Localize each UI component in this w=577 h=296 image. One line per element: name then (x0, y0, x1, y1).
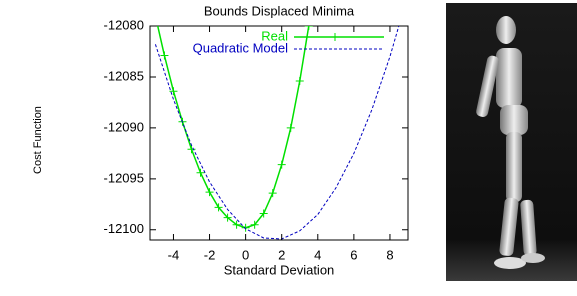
y-tick-label: -12095 (104, 170, 144, 185)
foot (521, 253, 545, 263)
y-tick-label: -12085 (104, 68, 144, 83)
rendered-figure (446, 3, 577, 281)
x-tick-label: 2 (278, 247, 285, 262)
y-tick-label: -12090 (104, 119, 144, 134)
x-tick-label: 4 (314, 247, 321, 262)
chart-title: Bounds Displaced Minima (204, 3, 355, 18)
x-tick-label: 8 (386, 247, 393, 262)
point-marker (160, 52, 168, 60)
point-marker (278, 161, 286, 169)
figure: Bounds Displaced Minima Standard Deviati… (0, 0, 577, 291)
torso (496, 48, 522, 108)
point-marker (169, 87, 177, 95)
point-marker (206, 188, 214, 196)
y-tick-label: -12080 (104, 17, 144, 32)
y-tick-label: -12100 (104, 221, 144, 236)
hips (500, 105, 528, 135)
y-axis-label: Cost Function (32, 106, 44, 174)
x-tick-label: -2 (204, 247, 216, 262)
x-axis-label: Standard Deviation (224, 262, 335, 277)
x-tick-label: -4 (168, 247, 180, 262)
point-marker (187, 145, 195, 153)
head (496, 16, 516, 44)
x-tick-label: 0 (242, 247, 249, 262)
x-tick-label: 6 (350, 247, 357, 262)
point-marker (197, 169, 205, 177)
thigh (506, 132, 522, 202)
point-marker (296, 77, 304, 85)
point-marker (269, 189, 277, 197)
point-marker (151, 12, 159, 20)
point-marker (287, 124, 295, 132)
point-marker (305, 22, 313, 30)
plot-frame (150, 26, 408, 240)
legend-label: Quadratic Model (193, 40, 288, 55)
